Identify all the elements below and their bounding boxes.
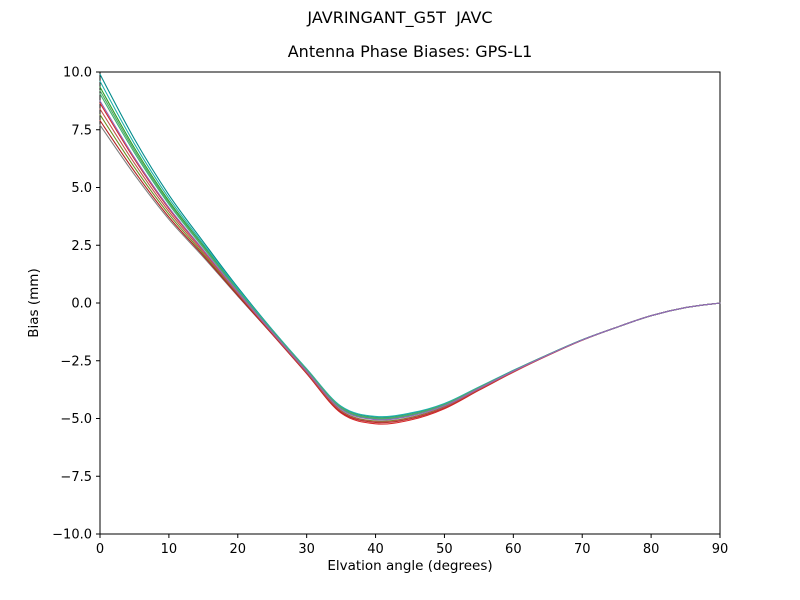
axes-frame — [99, 71, 721, 535]
x-tick-label: 60 — [505, 542, 522, 557]
figure-suptitle: JAVRINGANT_G5T JAVC — [307, 8, 493, 27]
series-line-11 — [99, 100, 721, 421]
y-tick-label: 2.5 — [71, 239, 92, 254]
y-axis-label: Bias (mm) — [26, 268, 42, 338]
series-line-09 — [99, 108, 721, 423]
series-line-08 — [99, 93, 721, 420]
series-line-06 — [99, 80, 721, 418]
x-tick-label: 80 — [643, 542, 660, 557]
y-tick-label: 0.0 — [71, 297, 92, 312]
x-tick-label: 70 — [574, 542, 591, 557]
y-tick-label: −7.5 — [60, 470, 92, 485]
y-tick-label: 10.0 — [63, 66, 92, 81]
series-line-02 — [99, 86, 721, 420]
x-tick-label: 0 — [96, 542, 104, 557]
series-line-07 — [99, 119, 721, 424]
y-tick-label: −2.5 — [60, 354, 92, 369]
x-tick-label: 50 — [436, 542, 453, 557]
series-line-10 — [99, 89, 721, 419]
x-tick-label: 10 — [161, 542, 178, 557]
x-axis-label: Elvation angle (degrees) — [327, 558, 493, 574]
y-tick-label: 7.5 — [71, 123, 92, 138]
axes-title: Antenna Phase Biases: GPS-L1 — [287, 42, 533, 61]
x-tick-label: 40 — [367, 542, 384, 557]
x-tick-label: 90 — [712, 542, 729, 557]
x-tick-label: 30 — [298, 542, 315, 557]
y-tick-label: −10.0 — [52, 528, 92, 543]
series-line-04 — [99, 124, 721, 421]
series-line-05 — [99, 114, 721, 422]
series-line-01 — [99, 102, 721, 425]
x-tick-label: 20 — [230, 542, 247, 557]
y-tick-label: −5.0 — [60, 412, 92, 427]
y-tick-label: 5.0 — [71, 181, 92, 196]
